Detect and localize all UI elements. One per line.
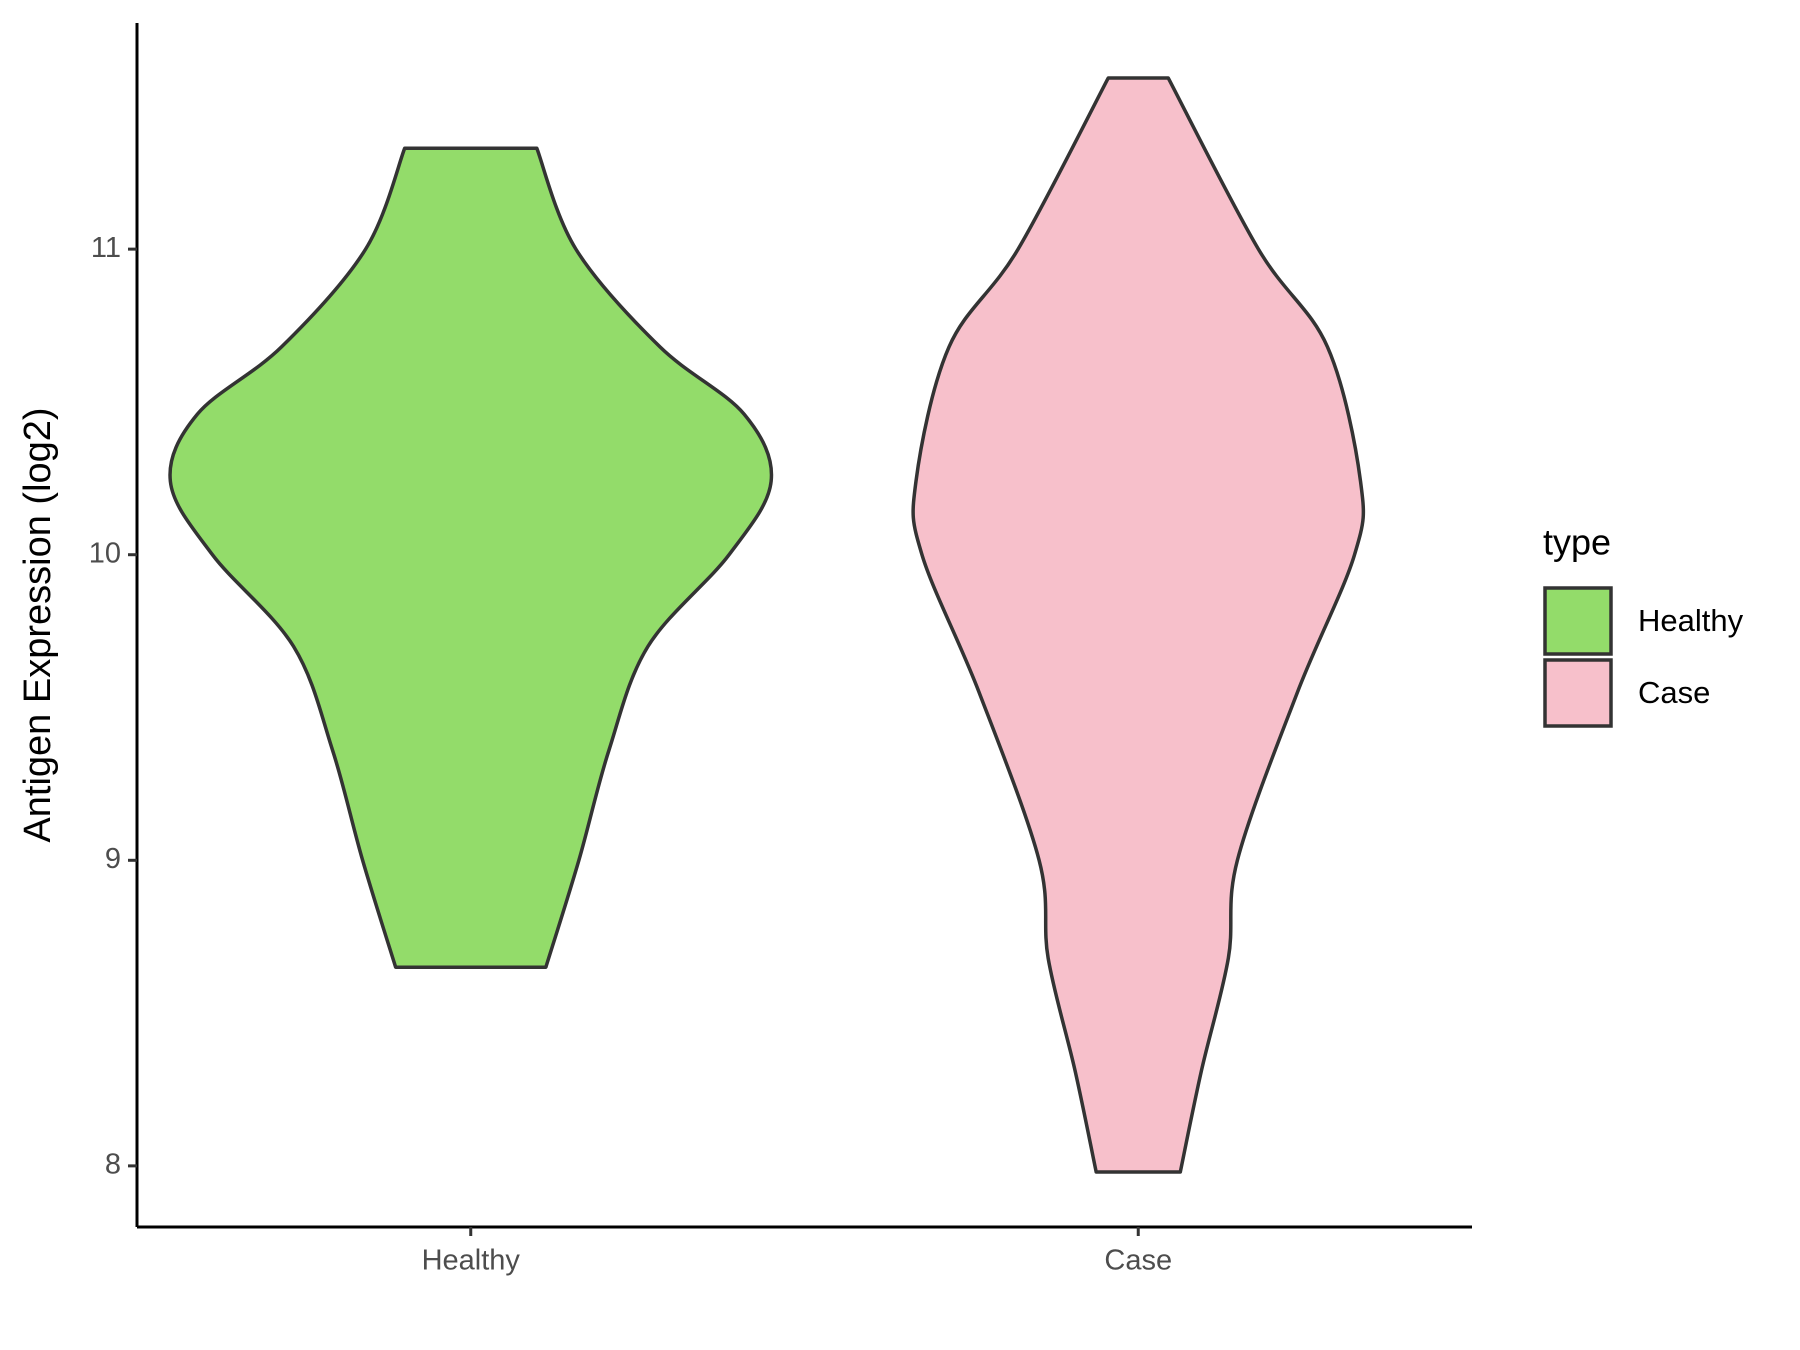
y-axis-title: Antigen Expression (log2) xyxy=(17,407,59,842)
y-tick-label: 9 xyxy=(105,843,121,875)
violin xyxy=(168,146,774,970)
x-tick-label: Case xyxy=(1104,1245,1172,1277)
x-tick-label: Healthy xyxy=(422,1245,521,1277)
violin xyxy=(911,76,1366,1174)
legend-title: type xyxy=(1543,522,1611,563)
legend-swatch xyxy=(1543,658,1613,728)
legend-label: Case xyxy=(1638,675,1710,710)
y-tick-label: 10 xyxy=(89,537,121,569)
legend-label: Healthy xyxy=(1638,603,1744,638)
legend-swatch xyxy=(1543,586,1613,656)
y-tick-label: 11 xyxy=(91,232,121,264)
y-tick-label: 8 xyxy=(105,1149,121,1181)
